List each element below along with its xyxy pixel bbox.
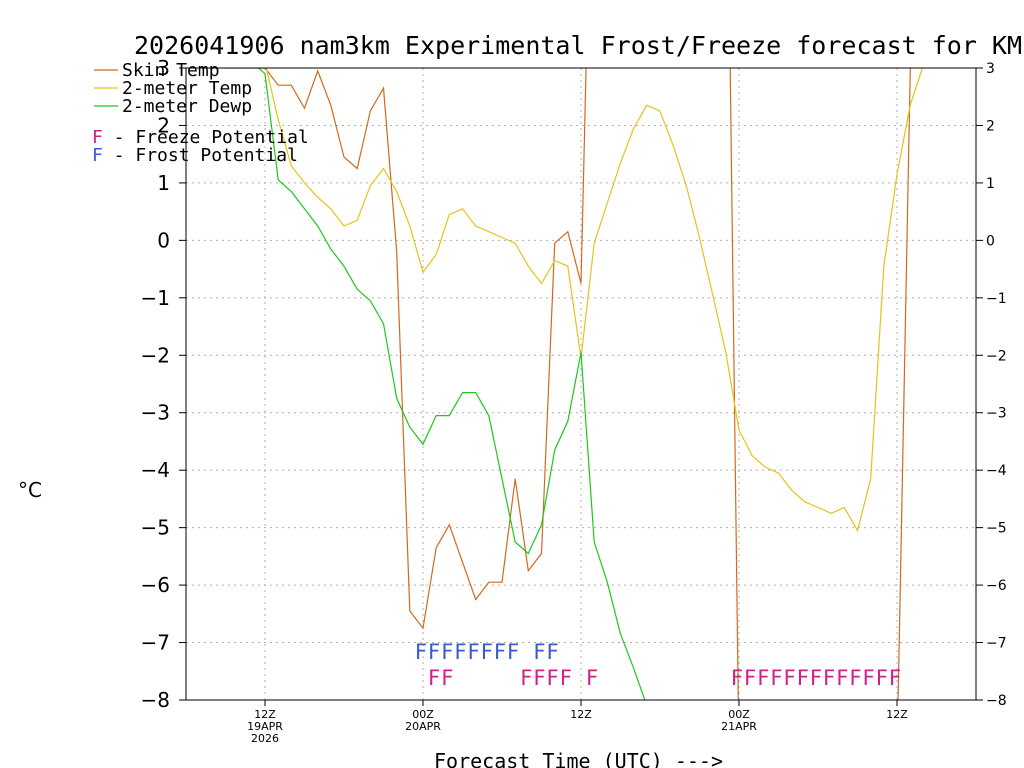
y-tick-label-left: −4 xyxy=(141,458,170,482)
chart-title: 2026041906 nam3km Experimental Frost/Fre… xyxy=(134,31,1024,60)
freeze-flag: F xyxy=(560,666,572,690)
y-tick-label-right: −8 xyxy=(986,693,1007,709)
x-tick-label: 00Z xyxy=(728,708,750,721)
y-tick-label-right: −6 xyxy=(986,578,1007,594)
y-axis-label: °C xyxy=(18,478,42,502)
y-tick-label-left: −5 xyxy=(141,516,170,540)
frost-flag: F xyxy=(468,640,480,664)
x-tick-label: 12Z xyxy=(254,708,276,721)
freeze-flag: F xyxy=(889,666,901,690)
series-line-2-meter-dewp xyxy=(257,68,646,700)
freeze-flag: F xyxy=(771,666,783,690)
legend-label: 2-meter Temp xyxy=(122,78,252,99)
potential-legend-entry: F - Frost Potential xyxy=(92,145,298,166)
y-tick-label-left: −7 xyxy=(141,631,170,655)
freeze-flag: F xyxy=(428,666,440,690)
freeze-flag: F xyxy=(850,666,862,690)
potential-legend-entry: F - Freeze Potential xyxy=(92,127,309,148)
y-tick-label-right: 0 xyxy=(986,233,995,249)
frost-flag: F xyxy=(481,640,493,664)
series-layer xyxy=(224,68,923,700)
freeze-flag: F xyxy=(863,666,875,690)
frost-flag: F xyxy=(507,640,519,664)
y-tick-label-left: −6 xyxy=(141,573,170,597)
grid xyxy=(186,68,976,700)
y-tick-label-right: −1 xyxy=(986,291,1007,307)
freeze-flag: F xyxy=(586,666,598,690)
freeze-flag: F xyxy=(784,666,796,690)
freeze-flag: F xyxy=(744,666,756,690)
frost-flag: F xyxy=(415,640,427,664)
y-tick-label-right: −5 xyxy=(986,521,1007,537)
legend-label: 2-meter Dewp xyxy=(122,96,252,117)
y-tick-label-left: −8 xyxy=(141,688,170,712)
y-tick-label-left: 3 xyxy=(157,56,170,80)
x-tick-label: 2026 xyxy=(251,732,279,745)
y-tick-label-right: 1 xyxy=(986,176,995,192)
frost-flag: F xyxy=(547,640,559,664)
frost-flag: F xyxy=(534,640,546,664)
plot-frame xyxy=(185,67,977,701)
y-tick-label-right: −4 xyxy=(986,463,1007,479)
freeze-flag: F xyxy=(441,666,453,690)
y-axis: −8 −8 −7 −7 −6 −6 −5 −5 −4 −4 −3 −3 −2 −2 −1 −1 0 0 1 1 2 2 3 3 xyxy=(141,56,1007,712)
y-tick-label-left: 1 xyxy=(157,171,170,195)
freeze-flag: F xyxy=(810,666,822,690)
x-tick-label: 12Z xyxy=(570,708,592,721)
x-tick-label: 21APR xyxy=(721,720,757,733)
freeze-flag: F xyxy=(836,666,848,690)
y-tick-label-left: −2 xyxy=(141,343,170,367)
freeze-flag: F xyxy=(823,666,835,690)
freeze-flag: F xyxy=(876,666,888,690)
x-tick-label: 00Z xyxy=(412,708,434,721)
x-tick-label: 12Z xyxy=(886,708,908,721)
frost-flag: F xyxy=(494,640,506,664)
y-tick-label-left: −3 xyxy=(141,401,170,425)
y-tick-label-right: −2 xyxy=(986,348,1007,364)
y-tick-label-left: 2 xyxy=(157,113,170,137)
x-tick-label: 20APR xyxy=(405,720,441,733)
freeze-flag: F xyxy=(547,666,559,690)
x-tick-label: 19APR xyxy=(247,720,283,733)
y-tick-label-right: −7 xyxy=(986,636,1007,652)
y-tick-label-right: −3 xyxy=(986,406,1007,422)
y-tick-label-left: 0 xyxy=(157,228,170,252)
freeze-flag: F xyxy=(520,666,532,690)
y-tick-label-right: 3 xyxy=(986,61,995,77)
potential-flags: F F F F F F F F F FF F F F F F F F F F F F F F F F F F F F xyxy=(415,640,901,690)
freeze-flag: F xyxy=(757,666,769,690)
freeze-flag: F xyxy=(797,666,809,690)
legend-label: Skin Temp xyxy=(122,60,220,81)
y-tick-label-right: 2 xyxy=(986,118,995,134)
frost-flag: F xyxy=(428,640,440,664)
frost-flag: F xyxy=(441,640,453,664)
freeze-flag: F xyxy=(731,666,743,690)
frost-flag: F xyxy=(455,640,467,664)
series-line-skin-temp xyxy=(224,68,912,700)
y-tick-label-left: −1 xyxy=(141,286,170,310)
x-axis-label: Forecast Time (UTC) ---> xyxy=(434,749,723,768)
freeze-flag: F xyxy=(534,666,546,690)
